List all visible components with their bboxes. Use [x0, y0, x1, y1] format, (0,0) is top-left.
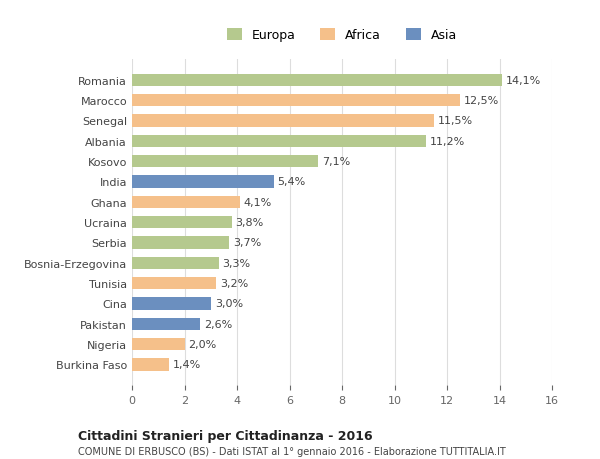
Bar: [132, 74, 502, 87]
Text: 11,5%: 11,5%: [438, 116, 473, 126]
Text: 11,2%: 11,2%: [430, 136, 465, 146]
Text: 2,0%: 2,0%: [188, 339, 217, 349]
Text: 4,1%: 4,1%: [244, 197, 272, 207]
Text: 7,1%: 7,1%: [322, 157, 350, 167]
Text: 3,0%: 3,0%: [215, 299, 243, 309]
Bar: [132, 237, 229, 249]
Bar: [132, 156, 319, 168]
Text: 3,8%: 3,8%: [236, 218, 264, 228]
Text: Cittadini Stranieri per Cittadinanza - 2016: Cittadini Stranieri per Cittadinanza - 2…: [78, 429, 373, 442]
Text: 14,1%: 14,1%: [506, 76, 541, 85]
Legend: Europa, Africa, Asia: Europa, Africa, Asia: [221, 23, 463, 47]
Bar: [132, 95, 460, 107]
Bar: [132, 318, 200, 330]
Text: COMUNE DI ERBUSCO (BS) - Dati ISTAT al 1° gennaio 2016 - Elaborazione TUTTITALIA: COMUNE DI ERBUSCO (BS) - Dati ISTAT al 1…: [78, 446, 506, 456]
Text: 5,4%: 5,4%: [278, 177, 306, 187]
Bar: [132, 358, 169, 371]
Text: 3,7%: 3,7%: [233, 238, 262, 248]
Text: 1,4%: 1,4%: [173, 360, 201, 369]
Bar: [132, 257, 218, 269]
Text: 3,2%: 3,2%: [220, 279, 248, 288]
Bar: [132, 196, 239, 208]
Bar: [132, 217, 232, 229]
Bar: [132, 176, 274, 188]
Bar: [132, 298, 211, 310]
Text: 2,6%: 2,6%: [204, 319, 232, 329]
Text: 12,5%: 12,5%: [464, 96, 499, 106]
Bar: [132, 277, 216, 290]
Text: 3,3%: 3,3%: [223, 258, 251, 268]
Bar: [132, 338, 185, 351]
Bar: [132, 135, 426, 147]
Bar: [132, 115, 434, 127]
